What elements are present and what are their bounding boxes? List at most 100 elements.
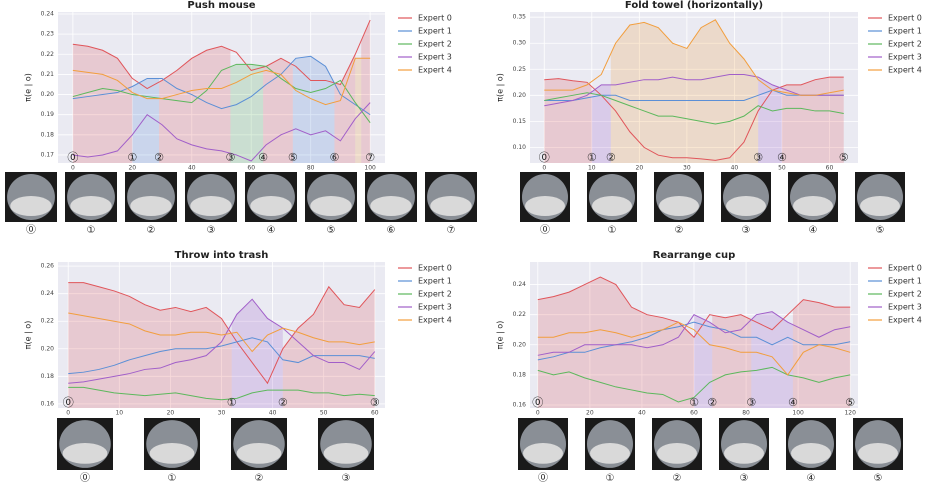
x-tick-label: 0	[542, 165, 546, 172]
keyframe-marker: ①	[227, 396, 237, 409]
series-line	[537, 311, 851, 356]
x-tick-label: 40	[731, 165, 739, 172]
thumbnail	[853, 418, 903, 470]
thumbnail-label: ③	[207, 225, 216, 236]
keyframe-marker: ⓪	[63, 396, 74, 409]
keyframe-marker: ⑦	[365, 151, 375, 164]
expert-region	[355, 58, 362, 163]
legend-label: Expert 4	[888, 66, 922, 75]
thumbnail-label: ③	[342, 473, 351, 484]
keyframe-marker: ④	[788, 396, 798, 409]
x-tick-label: 20	[128, 165, 136, 172]
thumbnail-label: ⓪	[538, 472, 548, 484]
expert-region	[159, 46, 231, 163]
thumbnail-label: ②	[675, 225, 684, 236]
thumbnail-table	[310, 196, 352, 216]
x-tick-label: 30	[683, 165, 691, 172]
series-line	[72, 102, 371, 162]
y-tick-label: 0.20	[513, 92, 527, 99]
legend-label: Expert 3	[418, 53, 452, 62]
keyframe-marker: ⑥	[330, 151, 340, 164]
thumbnail	[125, 172, 177, 222]
series-line	[544, 92, 844, 125]
thumbnail-label: ⓪	[26, 224, 36, 236]
chart-title: Fold towel (horizontally)	[625, 0, 763, 11]
thumbnail	[144, 418, 200, 470]
y-tick-label: 0.16	[41, 400, 55, 407]
thumbnail-label: ⓪	[540, 224, 550, 236]
legend-label: Expert 1	[888, 27, 922, 36]
expert-region	[751, 311, 793, 408]
thumbnail	[585, 418, 635, 470]
thumbnail-label: ④	[267, 225, 276, 236]
series-line	[544, 89, 844, 102]
keyframe-marker: ③	[746, 396, 756, 409]
thumbnail-label: ③	[740, 473, 749, 484]
y-tick-label: 0.20	[513, 341, 527, 348]
thumbnail-label: ①	[606, 473, 615, 484]
thumbnail-label: ②	[673, 473, 682, 484]
keyframe-marker: ④	[258, 151, 268, 164]
y-tick-label: 0.18	[41, 131, 55, 138]
thumbnail	[652, 418, 702, 470]
expert-region	[712, 314, 752, 408]
y-axis-label: π(e | o)	[496, 73, 505, 102]
thumbnail	[520, 172, 570, 222]
thumbnail	[305, 172, 357, 222]
thumbnail	[425, 172, 477, 222]
thumbnail-table	[236, 442, 282, 464]
expert-region	[230, 64, 264, 163]
x-tick-label: 0	[71, 165, 75, 172]
legend-label: Expert 0	[888, 14, 922, 23]
thumbnail-table	[793, 196, 833, 216]
legend-label: Expert 1	[418, 277, 452, 286]
y-tick-label: 0.24	[513, 281, 527, 288]
thumbnail	[318, 418, 374, 470]
series-line	[68, 337, 375, 375]
thumbnail-table	[791, 442, 831, 464]
thumbnail-label: ①	[168, 473, 177, 484]
x-tick-label: 20	[586, 410, 594, 417]
series-line	[68, 312, 375, 353]
thumbnail-table	[525, 196, 565, 216]
keyframe-marker: ②	[278, 396, 288, 409]
legend-label: Expert 0	[418, 264, 452, 273]
x-tick-label: 40	[269, 410, 277, 417]
y-axis-label: π(e | o)	[496, 321, 505, 350]
thumbnail	[65, 172, 117, 222]
x-tick-label: 120	[844, 410, 856, 417]
x-tick-label: 60	[247, 165, 255, 172]
thumbnail	[587, 172, 637, 222]
expert-region	[792, 299, 851, 408]
x-tick-label: 60	[371, 410, 379, 417]
keyframe-marker: ③	[225, 151, 235, 164]
x-tick-label: 50	[320, 410, 328, 417]
keyframe-marker: ③	[370, 396, 380, 409]
x-tick-label: 50	[778, 165, 786, 172]
x-tick-label: 30	[218, 410, 226, 417]
thumbnail	[786, 418, 836, 470]
plot-background	[58, 12, 385, 163]
legend-label: Expert 2	[888, 40, 922, 49]
series-line	[537, 321, 851, 376]
y-axis-label: π(e | o)	[24, 73, 33, 102]
thumbnail-label: ①	[608, 225, 617, 236]
expert-region	[694, 314, 713, 408]
x-tick-label: 10	[588, 165, 596, 172]
expert-region	[72, 44, 133, 163]
thumbnail-table	[190, 196, 232, 216]
expert-region	[591, 84, 611, 163]
thumbnail	[231, 418, 287, 470]
expert-region	[132, 78, 160, 163]
thumbnail	[57, 418, 113, 470]
thumbnail-table	[323, 442, 369, 464]
x-tick-label: 0	[66, 410, 70, 417]
series-line	[68, 282, 376, 385]
y-tick-label: 0.16	[513, 401, 527, 408]
legend-label: Expert 3	[418, 303, 452, 312]
y-tick-label: 0.19	[41, 111, 55, 118]
thumbnail-table	[659, 196, 699, 216]
keyframe-marker: ⓪	[539, 151, 550, 164]
expert-region	[231, 299, 283, 408]
